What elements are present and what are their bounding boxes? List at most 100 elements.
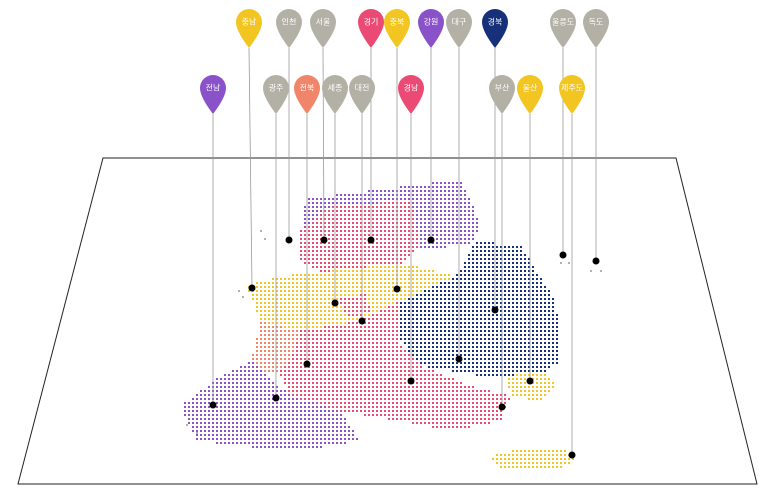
- grid-dot: [540, 306, 542, 308]
- grid-dot: [384, 350, 386, 352]
- map-pin-jeju[interactable]: 제주도: [559, 75, 585, 114]
- grid-dot: [544, 382, 546, 384]
- grid-dot: [456, 274, 458, 276]
- grid-dot: [384, 306, 386, 308]
- grid-dot: [444, 414, 446, 416]
- grid-dot: [264, 298, 266, 300]
- map-pin-incheon[interactable]: 인천: [276, 9, 302, 48]
- grid-dot: [484, 286, 486, 288]
- grid-dot: [288, 282, 290, 284]
- map-pin-ulleungdo[interactable]: 울릉도: [550, 9, 576, 48]
- grid-dot: [432, 414, 434, 416]
- grid-dot: [480, 406, 482, 408]
- grid-dot: [228, 394, 230, 396]
- grid-dot: [256, 282, 258, 284]
- grid-dot: [296, 370, 298, 372]
- grid-dot: [484, 346, 486, 348]
- grid-dot: [340, 246, 342, 248]
- map-pin-sejong[interactable]: 세종: [322, 75, 348, 114]
- grid-dot: [404, 354, 406, 356]
- map-pin-busan[interactable]: 부산: [489, 75, 515, 114]
- map-pin-chungbuk[interactable]: 충북: [384, 9, 410, 48]
- grid-dot: [232, 398, 234, 400]
- grid-dot: [368, 318, 370, 320]
- grid-dot: [408, 386, 410, 388]
- grid-dot: [532, 346, 534, 348]
- grid-dot: [340, 210, 342, 212]
- marker-jeonbuk: [303, 360, 311, 368]
- grid-dot: [464, 394, 466, 396]
- grid-dot: [532, 298, 534, 300]
- grid-dot: [404, 374, 406, 376]
- map-pin-dokdo[interactable]: 독도: [583, 9, 609, 48]
- grid-dot: [416, 190, 418, 192]
- grid-dot: [240, 418, 242, 420]
- grid-dot: [432, 306, 434, 308]
- grid-dot: [324, 346, 326, 348]
- grid-dot: [288, 438, 290, 440]
- grid-dot: [304, 314, 306, 316]
- grid-dot: [360, 378, 362, 380]
- grid-dot: [340, 314, 342, 316]
- map-pin-jeonnam[interactable]: 전남: [200, 75, 226, 114]
- grid-dot: [312, 338, 314, 340]
- map-pin-jeonbuk[interactable]: 전북: [294, 75, 320, 114]
- grid-dot: [356, 234, 358, 236]
- grid-dot: [556, 346, 558, 348]
- map-pin-gangwon[interactable]: 강원: [418, 9, 444, 48]
- map-pin-gwangju[interactable]: 광주: [263, 75, 289, 114]
- grid-dot: [360, 294, 362, 296]
- grid-dot: [404, 318, 406, 320]
- map-pin-gyeongbuk[interactable]: 경북: [482, 9, 508, 48]
- grid-dot: [400, 246, 402, 248]
- map-pin-ulsan[interactable]: 울산: [517, 75, 543, 114]
- grid-dot: [456, 410, 458, 412]
- grid-dot: [360, 234, 362, 236]
- map-pin-daegu[interactable]: 대구: [446, 9, 472, 48]
- grid-dot: [348, 214, 350, 216]
- grid-dot: [316, 226, 318, 228]
- grid-dot: [348, 226, 350, 228]
- grid-dot: [312, 306, 314, 308]
- grid-dot: [424, 330, 426, 332]
- grid-dot: [440, 238, 442, 240]
- grid-dot: [372, 298, 374, 300]
- map-pin-seoul[interactable]: 서울: [310, 9, 336, 48]
- grid-dot: [400, 198, 402, 200]
- grid-dot: [300, 438, 302, 440]
- grid-dot: [456, 222, 458, 224]
- grid-dot: [480, 294, 482, 296]
- grid-dot: [508, 342, 510, 344]
- grid-dot: [528, 362, 530, 364]
- grid-dot: [232, 418, 234, 420]
- map-pin-chungnam[interactable]: 충남: [236, 9, 262, 48]
- grid-dot: [324, 282, 326, 284]
- map-pin-daejeon[interactable]: 대전: [349, 75, 375, 114]
- map-pin-gyeongnam[interactable]: 경남: [398, 75, 424, 114]
- grid-dot: [348, 298, 350, 300]
- grid-dot: [416, 374, 418, 376]
- grid-dot: [460, 198, 462, 200]
- grid-dot: [244, 394, 246, 396]
- grid-dot: [372, 314, 374, 316]
- grid-dot: [528, 346, 530, 348]
- grid-dot: [372, 250, 374, 252]
- grid-dot: [196, 406, 198, 408]
- grid-dot: [392, 254, 394, 256]
- grid-dot: [192, 402, 194, 404]
- grid-dot: [268, 338, 270, 340]
- grid-dot: [276, 302, 278, 304]
- grid-dot: [316, 218, 318, 220]
- map-pin-gyeonggi[interactable]: 경기: [358, 9, 384, 48]
- grid-dot: [380, 406, 382, 408]
- grid-dot: [432, 302, 434, 304]
- grid-dot: [416, 222, 418, 224]
- grid-dot: [204, 410, 206, 412]
- grid-dot: [296, 278, 298, 280]
- grid-dot: [532, 274, 534, 276]
- grid-dot: [476, 282, 478, 284]
- grid-dot: [468, 306, 470, 308]
- grid-dot: [484, 370, 486, 372]
- grid-dot: [324, 382, 326, 384]
